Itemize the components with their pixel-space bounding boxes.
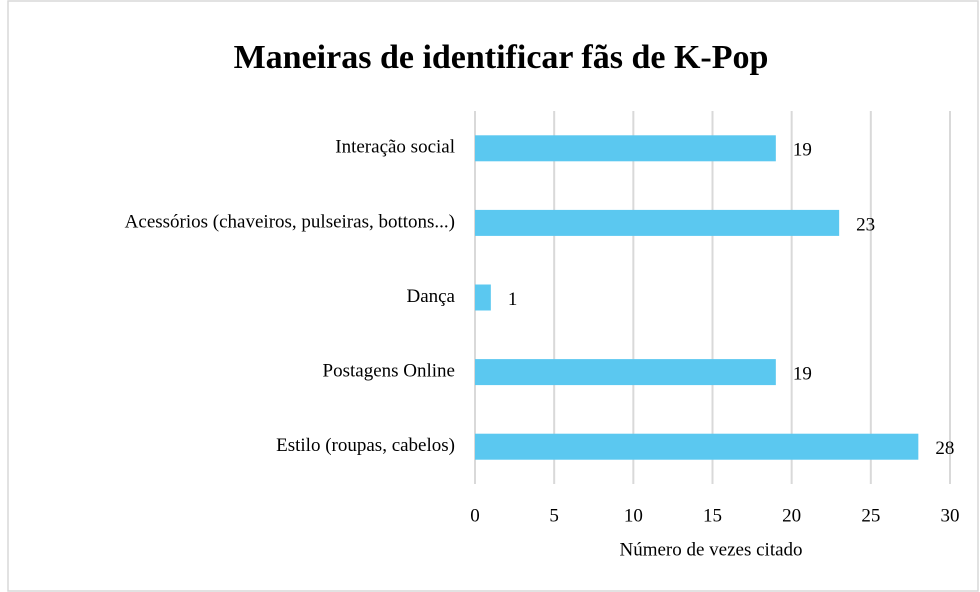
data-label: 19 [793,140,812,161]
x-tick-label: 15 [703,505,722,526]
y-tick-label: Estilo (roupas, cabelos) [276,435,455,456]
data-label: 1 [508,289,518,310]
data-label: 23 [856,214,875,235]
x-tick-label: 5 [549,505,559,526]
x-tick-label: 0 [470,505,480,526]
chart-frame [7,0,979,592]
chart-title: Maneiras de identificar fãs de K-Pop [234,39,769,76]
y-tick-label: Postagens Online [323,360,455,381]
y-tick-label: Acessórios (chaveiros, pulseiras, botton… [125,211,455,232]
bar [475,359,776,386]
y-tick-label: Dança [406,286,455,307]
bar [475,284,491,311]
x-tick-label: 10 [624,505,643,526]
x-axis-title: Número de vezes citado [619,539,802,560]
data-label: 19 [793,363,812,384]
bar [475,209,840,236]
x-tick-label: 25 [861,505,880,526]
bar [475,433,919,460]
data-label: 28 [935,438,954,459]
x-tick-label: 30 [941,505,960,526]
x-tick-label: 20 [782,505,801,526]
bar [475,135,776,162]
y-tick-label: Interação social [335,137,455,158]
